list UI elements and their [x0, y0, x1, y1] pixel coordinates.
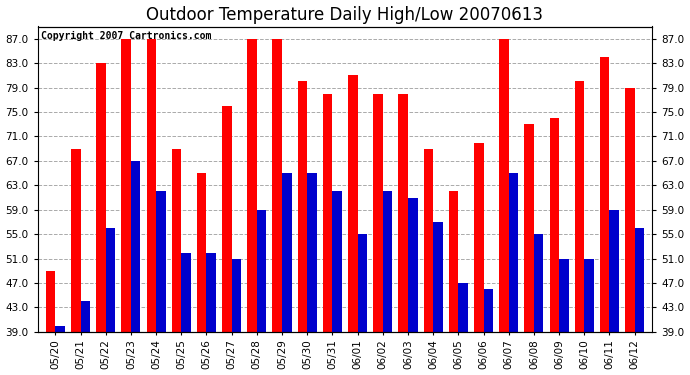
Bar	[625, 88, 635, 332]
Bar	[172, 148, 181, 332]
Bar	[534, 234, 544, 332]
Bar	[206, 252, 216, 332]
Bar	[197, 173, 206, 332]
Bar	[297, 81, 307, 332]
Bar	[609, 210, 619, 332]
Bar	[373, 94, 383, 332]
Bar	[549, 118, 559, 332]
Bar	[458, 283, 468, 332]
Bar	[71, 148, 81, 332]
Bar	[232, 259, 241, 332]
Bar	[408, 198, 417, 332]
Bar	[131, 161, 141, 332]
Bar	[524, 124, 534, 332]
Bar	[96, 63, 106, 332]
Bar	[81, 302, 90, 332]
Bar	[383, 191, 393, 332]
Bar	[156, 191, 166, 332]
Bar	[509, 173, 518, 332]
Bar	[559, 259, 569, 332]
Bar	[600, 57, 609, 332]
Bar	[575, 81, 584, 332]
Bar	[499, 39, 509, 332]
Bar	[282, 173, 292, 332]
Title: Outdoor Temperature Daily High/Low 20070613: Outdoor Temperature Daily High/Low 20070…	[146, 6, 544, 24]
Bar	[257, 210, 266, 332]
Bar	[55, 326, 65, 332]
Bar	[323, 94, 333, 332]
Bar	[222, 106, 232, 332]
Bar	[106, 228, 115, 332]
Bar	[635, 228, 644, 332]
Text: Copyright 2007 Cartronics.com: Copyright 2007 Cartronics.com	[41, 31, 211, 41]
Bar	[247, 39, 257, 332]
Bar	[424, 148, 433, 332]
Bar	[433, 222, 443, 332]
Bar	[357, 234, 367, 332]
Bar	[333, 191, 342, 332]
Bar	[46, 271, 55, 332]
Bar	[273, 39, 282, 332]
Bar	[398, 94, 408, 332]
Bar	[121, 39, 131, 332]
Bar	[448, 191, 458, 332]
Bar	[348, 75, 357, 332]
Bar	[307, 173, 317, 332]
Bar	[484, 289, 493, 332]
Bar	[584, 259, 594, 332]
Bar	[474, 142, 484, 332]
Bar	[146, 39, 156, 332]
Bar	[181, 252, 191, 332]
